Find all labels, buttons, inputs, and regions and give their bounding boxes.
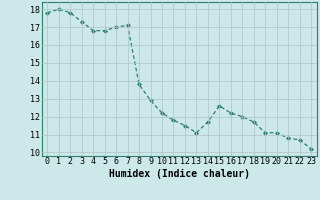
X-axis label: Humidex (Indice chaleur): Humidex (Indice chaleur) xyxy=(109,169,250,179)
